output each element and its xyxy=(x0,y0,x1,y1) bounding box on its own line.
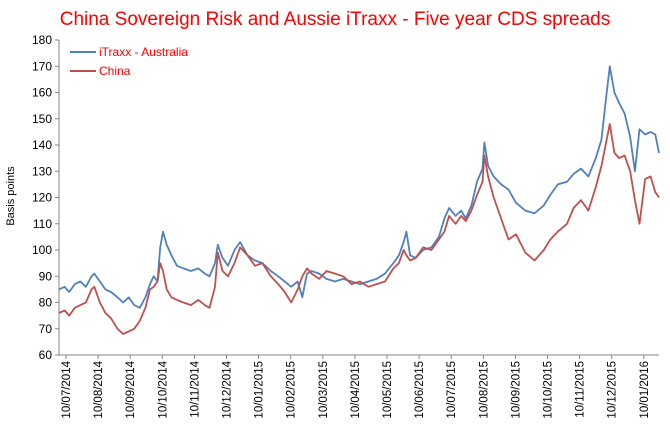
x-tick-label: 10/12/2014 xyxy=(222,360,234,418)
legend-label: China xyxy=(99,64,131,78)
x-tick-label: 10/08/2015 xyxy=(478,361,490,419)
x-tick-label: 10/07/2014 xyxy=(61,360,73,418)
x-tick-label: 10/12/2015 xyxy=(607,361,619,419)
series-lines xyxy=(58,65,660,335)
x-tick-label: 10/10/2015 xyxy=(543,361,555,419)
y-tick-label: 130 xyxy=(32,164,52,178)
x-tick-label: 10/05/2015 xyxy=(382,361,394,419)
y-tick-label: 150 xyxy=(32,112,52,126)
chart-title: China Sovereign Risk and Aussie iTraxx -… xyxy=(60,9,611,30)
y-tick-label: 120 xyxy=(32,191,52,205)
legend-label: iTraxx - Australia xyxy=(99,45,188,59)
x-axis: 10/07/2014 10/08/2014 10/09/2014 10/10/2014… xyxy=(59,354,659,419)
y-axis-label: Basis points xyxy=(5,166,17,226)
x-tick-label: 10/01/2015 xyxy=(254,361,266,419)
series-line-china xyxy=(58,123,660,335)
x-tick-label: 10/09/2015 xyxy=(510,361,522,419)
x-tick-label: 10/08/2014 xyxy=(93,360,105,418)
x-tick-label: 10/03/2015 xyxy=(318,361,330,419)
series-line-itraxx-australia xyxy=(58,65,660,309)
y-tick-label: 80 xyxy=(39,296,53,310)
y-tick-label: 90 xyxy=(39,269,53,283)
y-tick-label: 100 xyxy=(32,243,52,257)
x-tick-label: 10/09/2014 xyxy=(125,360,137,418)
legend: iTraxx - Australia China xyxy=(70,45,188,78)
x-tick-label: 10/11/2014 xyxy=(189,360,201,417)
x-tick-label: 10/02/2015 xyxy=(286,361,298,419)
x-tick-label: 10/07/2015 xyxy=(446,361,458,419)
y-tick-label: 140 xyxy=(32,138,52,152)
x-tick-label: 10/10/2014 xyxy=(157,360,169,418)
y-tick-label: 110 xyxy=(33,217,52,231)
x-tick-label: 10/06/2015 xyxy=(414,361,426,419)
x-tick-label: 10/04/2015 xyxy=(350,361,362,419)
y-axis: 60 70 80 90 100 110 120 130 140 150 160 170 180 xyxy=(32,33,60,362)
y-tick-label: 180 xyxy=(32,33,52,47)
y-tick-label: 70 xyxy=(39,322,53,336)
x-tick-label: 10/11/2015 xyxy=(575,361,587,418)
y-tick-label: 160 xyxy=(32,86,52,100)
y-tick-label: 170 xyxy=(32,59,52,73)
y-tick-label: 60 xyxy=(39,348,53,362)
x-tick-label: 10/01/2016 xyxy=(639,361,651,419)
